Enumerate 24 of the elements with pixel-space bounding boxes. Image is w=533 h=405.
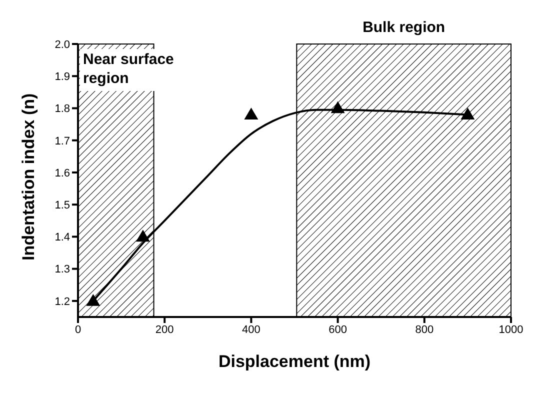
- point: [244, 108, 258, 120]
- y-tick-label: 1.2: [54, 296, 70, 308]
- x-axis-title: Displacement (nm): [218, 352, 371, 371]
- y-tick-label: 1.6: [54, 167, 70, 180]
- y-tick-label: 1.7: [54, 135, 70, 148]
- x-tick-label: 1000: [498, 324, 524, 336]
- band-label: Bulk region: [362, 19, 446, 36]
- point: [330, 101, 345, 114]
- y-tick-label: 1.3: [54, 264, 70, 276]
- x-tick-label: 0: [74, 324, 82, 336]
- y-tick-label: 1.5: [54, 199, 70, 212]
- x-tick-label: 200: [155, 324, 174, 336]
- point: [86, 294, 100, 306]
- point: [136, 230, 150, 242]
- y-tick-label: 2.0: [54, 38, 70, 51]
- x-tick-label: 400: [242, 324, 260, 336]
- y-tick-label: 1.4: [54, 232, 70, 244]
- y-tick-label: 1.9: [54, 71, 70, 84]
- x-tick-label: 800: [415, 324, 434, 336]
- band-label: Near surface region: [83, 51, 174, 87]
- point: [460, 108, 475, 120]
- x-tick-label: 600: [328, 324, 347, 336]
- y-tick-label: 1.8: [54, 103, 70, 116]
- y-axis-title: Indentation index (n): [19, 93, 38, 260]
